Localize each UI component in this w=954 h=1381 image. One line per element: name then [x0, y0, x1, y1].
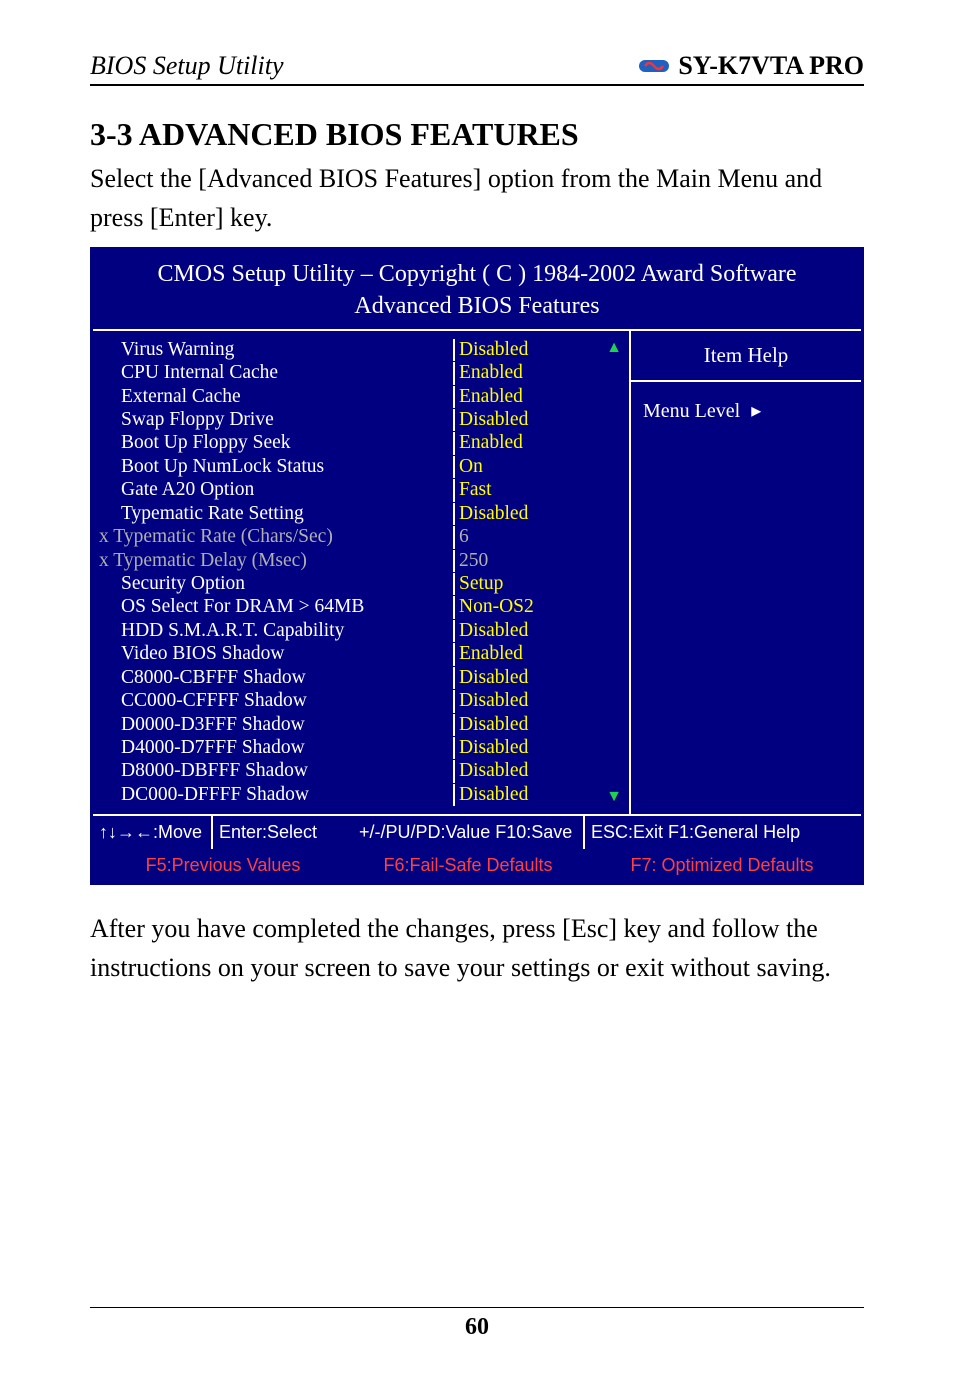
footer-move: ↑↓→←:Move	[93, 816, 213, 849]
setting-value[interactable]: Disabled	[453, 339, 603, 361]
menu-level-label: Menu Level	[643, 400, 740, 422]
bios-settings-panel: Virus WarningDisabled▲▼CPU Internal Cach…	[93, 331, 631, 814]
setting-value[interactable]: Enabled	[453, 386, 603, 408]
help-body: Menu Level ▸	[631, 382, 861, 439]
outro-text: After you have completed the changes, pr…	[90, 909, 864, 987]
setting-value[interactable]: Enabled	[453, 362, 603, 384]
setting-value[interactable]: Disabled	[453, 784, 603, 806]
footer-optimized: F7: Optimized Defaults	[583, 849, 861, 882]
setting-label[interactable]: D8000-DBFFF Shadow	[99, 760, 453, 782]
setting-value[interactable]: 6	[453, 526, 603, 548]
setting-label[interactable]: Video BIOS Shadow	[99, 643, 453, 665]
setting-label[interactable]: x Typematic Delay (Msec)	[99, 550, 453, 572]
setting-label[interactable]: Security Option	[99, 573, 453, 595]
setting-label[interactable]: Boot Up NumLock Status	[99, 456, 453, 478]
header-left: BIOS Setup Utility	[90, 51, 284, 81]
setting-value[interactable]: Disabled	[453, 409, 603, 431]
footer-prev: F5:Previous Values	[93, 849, 353, 882]
scroll-down-icon[interactable]: ▼	[606, 788, 622, 806]
setting-label[interactable]: HDD S.M.A.R.T. Capability	[99, 620, 453, 642]
section-title: 3-3 ADVANCED BIOS FEATURES	[90, 116, 864, 153]
menu-level-arrow-icon: ▸	[751, 400, 761, 422]
setting-value[interactable]: Disabled	[453, 737, 603, 759]
setting-label[interactable]: Gate A20 Option	[99, 479, 453, 501]
setting-value[interactable]: 250	[453, 550, 603, 572]
setting-label[interactable]: CC000-CFFFF Shadow	[99, 690, 453, 712]
setting-value[interactable]: Enabled	[453, 643, 603, 665]
bios-footer-row1: ↑↓→←:Move Enter:Select +/-/PU/PD:Value F…	[93, 816, 861, 849]
footer-esc: ESC:Exit F1:General Help	[583, 816, 861, 849]
page-number: 60	[90, 1307, 864, 1341]
setting-label[interactable]: External Cache	[99, 386, 453, 408]
help-title: Item Help	[631, 331, 861, 382]
header-right: SY-K7VTA PRO	[638, 50, 864, 82]
footer-value: +/-/PU/PD:Value F10:Save	[353, 816, 583, 849]
setting-label[interactable]: Virus Warning	[99, 339, 453, 361]
setting-value[interactable]: Enabled	[453, 432, 603, 454]
footer-select: Enter:Select	[213, 816, 353, 849]
setting-label[interactable]: CPU Internal Cache	[99, 362, 453, 384]
setting-value[interactable]: Disabled	[453, 667, 603, 689]
setting-label[interactable]: OS Select For DRAM > 64MB	[99, 596, 453, 618]
setting-value[interactable]: Non-OS2	[453, 596, 603, 618]
setting-value[interactable]: Fast	[453, 479, 603, 501]
bios-window: CMOS Setup Utility – Copyright ( C ) 198…	[90, 247, 864, 885]
setting-label[interactable]: Boot Up Floppy Seek	[99, 432, 453, 454]
bios-title-line1: CMOS Setup Utility – Copyright ( C ) 198…	[157, 261, 796, 287]
footer-failsafe: F6:Fail-Safe Defaults	[353, 849, 583, 882]
soyo-logo-icon	[638, 50, 670, 82]
setting-value[interactable]: Disabled	[453, 503, 603, 525]
setting-value[interactable]: Disabled	[453, 714, 603, 736]
scroll-up-icon[interactable]: ▲	[606, 339, 622, 357]
setting-label[interactable]: x Typematic Rate (Chars/Sec)	[99, 526, 453, 548]
header-model: SY-K7VTA PRO	[678, 51, 864, 81]
bios-title-line2: Advanced BIOS Features	[354, 293, 599, 319]
bios-help-panel: Item Help Menu Level ▸	[631, 331, 861, 814]
setting-label[interactable]: D4000-D7FFF Shadow	[99, 737, 453, 759]
setting-label[interactable]: D0000-D3FFF Shadow	[99, 714, 453, 736]
setting-value[interactable]: Disabled	[453, 620, 603, 642]
scroll-spacer: ▲▼	[603, 339, 623, 806]
setting-value[interactable]: Disabled	[453, 760, 603, 782]
intro-text: Select the [Advanced BIOS Features] opti…	[90, 159, 864, 237]
setting-label[interactable]: DC000-DFFFF Shadow	[99, 784, 453, 806]
setting-label[interactable]: Typematic Rate Setting	[99, 503, 453, 525]
setting-value[interactable]: On	[453, 456, 603, 478]
setting-label[interactable]: C8000-CBFFF Shadow	[99, 667, 453, 689]
bios-title: CMOS Setup Utility – Copyright ( C ) 198…	[93, 250, 861, 329]
setting-value[interactable]: Disabled	[453, 690, 603, 712]
setting-label[interactable]: Swap Floppy Drive	[99, 409, 453, 431]
page-header: BIOS Setup Utility SY-K7VTA PRO	[90, 50, 864, 86]
setting-value[interactable]: Setup	[453, 573, 603, 595]
bios-footer-row2: F5:Previous Values F6:Fail-Safe Defaults…	[93, 849, 861, 882]
